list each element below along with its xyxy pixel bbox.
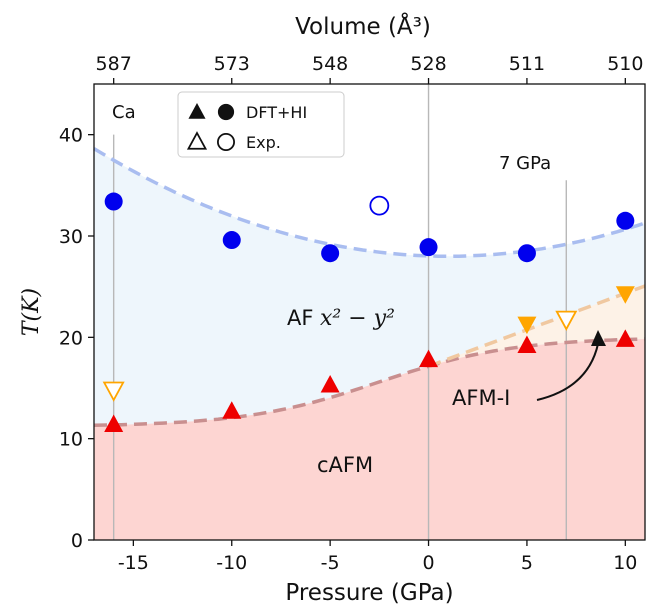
top-tick-label: 511 — [509, 53, 545, 75]
marker-filled-triangle-up-4 — [517, 335, 537, 353]
top-tick-label: 510 — [607, 53, 643, 75]
afmi-arrowhead — [591, 330, 606, 346]
x-tick-label: -15 — [118, 552, 149, 574]
marker-filled-circle-0 — [104, 192, 123, 211]
af-boundary-curve — [93, 147, 646, 259]
marker-open-triangle-down-1 — [555, 310, 578, 331]
ca-label: Ca — [112, 102, 136, 123]
boundary-curves — [93, 147, 646, 428]
marker-open-circle-0 — [369, 195, 390, 216]
marker-filled-circle-4 — [517, 244, 536, 263]
legend-filled-circle — [217, 103, 235, 121]
x-tick-label: -10 — [216, 552, 247, 574]
marker-filled-triangle-up-5 — [615, 329, 635, 347]
marker-filled-triangle-up-0 — [104, 414, 124, 432]
marker-filled-circle-1 — [222, 231, 241, 250]
x-axis-label: Pressure (GPa) — [285, 580, 453, 606]
x-tick-label: 5 — [521, 552, 533, 574]
region-fills — [94, 148, 645, 540]
data-markers — [102, 192, 635, 432]
marker-filled-triangle-up-2 — [320, 374, 340, 393]
marker-filled-circle-5 — [616, 211, 635, 230]
marker-filled-circle-2 — [321, 244, 340, 263]
marker-filled-circle-3 — [419, 238, 438, 257]
af-region-label: AF — [287, 306, 313, 330]
legend-label-dft: DFT+HI — [246, 103, 307, 122]
top-tick-label: 528 — [410, 53, 446, 75]
cafm-region-label: cAFM — [317, 453, 373, 477]
y-tick-label: 0 — [71, 530, 83, 552]
afmi-region-label: AFM-I — [452, 386, 510, 410]
marker-filled-triangle-up-1 — [222, 401, 242, 419]
legend-markers — [186, 103, 235, 151]
marker-filled-triangle-down-0 — [517, 316, 537, 335]
y-tick-label: 10 — [59, 429, 83, 451]
y-tick-label: 30 — [59, 226, 83, 248]
legend-open-circle — [216, 132, 235, 151]
y-tick-label: 20 — [59, 327, 83, 349]
plot-frame — [93, 83, 646, 541]
top-tick-label: 548 — [312, 53, 348, 75]
cafm-region-fill — [94, 339, 645, 540]
cafm-boundary-curve — [93, 337, 646, 428]
marker-open-triangle-down-0 — [102, 381, 125, 402]
marker-filled-triangle-down-1 — [615, 286, 635, 304]
legend-label-exp: Exp. — [246, 133, 281, 152]
y-axis-label: T(K) — [19, 288, 44, 336]
afmi-arrow — [536, 343, 599, 401]
legend-open-triangle-up — [186, 131, 208, 150]
top-axis-label: Volume (Å³) — [295, 12, 431, 40]
legend: DFT+HI Exp. — [177, 91, 345, 158]
y-tick-label: 40 — [59, 125, 83, 147]
x-tick-label: -5 — [321, 552, 340, 574]
x-tick-label: 0 — [422, 552, 434, 574]
top-tick-label: 587 — [96, 53, 132, 75]
afmi-boundary-curve — [427, 284, 646, 368]
marker-filled-triangle-up-3 — [419, 349, 439, 368]
x-tick-label: 10 — [613, 552, 637, 574]
top-tick-label: 573 — [214, 53, 250, 75]
af-region-math: x² − y² — [320, 306, 395, 331]
seven-gpa-label: 7 GPa — [499, 153, 551, 174]
legend-filled-triangle-up — [188, 103, 206, 119]
